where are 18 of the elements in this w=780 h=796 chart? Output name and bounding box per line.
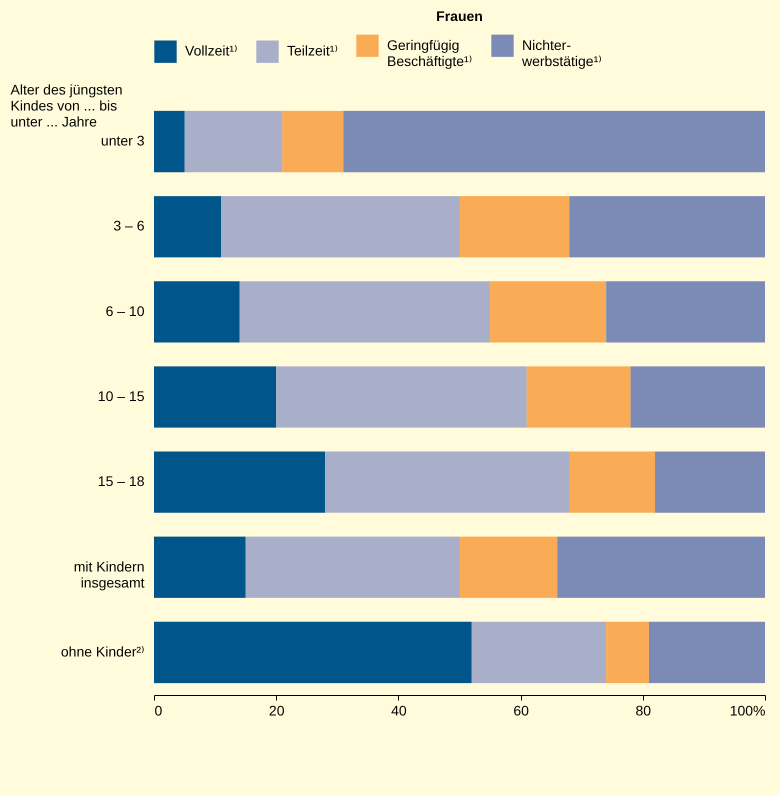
- y-tick-label: 10 – 15: [98, 388, 145, 404]
- y-tick-label: mit Kindern insgesamt: [74, 558, 145, 590]
- x-tick-label: 80: [636, 702, 652, 718]
- y-tick-label: 6 – 10: [106, 302, 145, 319]
- x-tick-label: 20: [268, 702, 285, 718]
- x-tick-label: 60: [513, 702, 530, 718]
- chart-title: Frauen: [436, 8, 483, 24]
- legend-label: Vollzeit¹⁾: [185, 42, 238, 59]
- y-tick-label: 15 – 18: [98, 473, 145, 490]
- y-tick-label: 3 – 6: [113, 218, 145, 234]
- y-tick-label: unter 3: [100, 132, 145, 149]
- legend-label: Teilzeit¹⁾: [287, 42, 338, 59]
- x-tick-label: 40: [391, 702, 407, 718]
- y-tick-label: ohne Kinder²⁾: [60, 643, 144, 660]
- x-tick-label: 100%: [730, 702, 766, 718]
- legend-label: Nichter- werbstätige¹⁾: [521, 36, 602, 69]
- x-tick-label: 0: [154, 702, 162, 718]
- legend-label: Geringfügig Beschäftigte¹⁾: [387, 36, 472, 69]
